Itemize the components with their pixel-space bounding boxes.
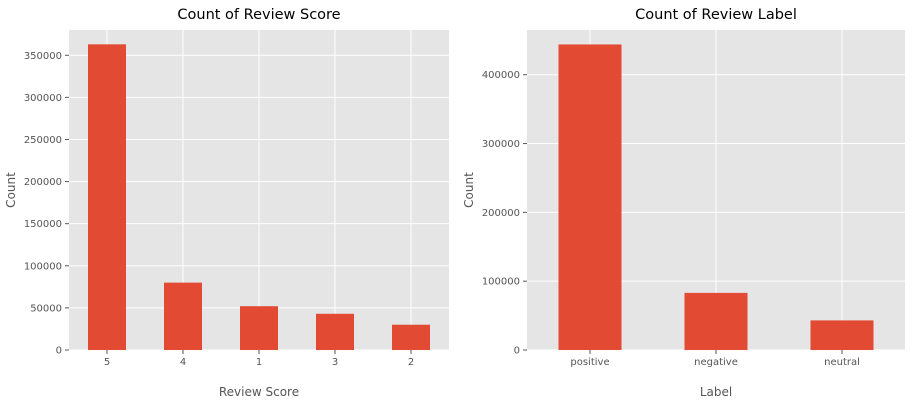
y-tick-label: 150000 bbox=[24, 219, 62, 230]
x-tick-label: 3 bbox=[332, 357, 338, 368]
y-tick-label: 250000 bbox=[24, 135, 62, 146]
y-axis-label: Count bbox=[4, 172, 18, 208]
x-tick-label: 4 bbox=[180, 357, 186, 368]
y-tick-label: 200000 bbox=[24, 177, 62, 188]
chart-review-score: 0 50000 100000 150000 200000 250000 300000 3500… bbox=[4, 7, 449, 399]
x-tick-label: 1 bbox=[256, 357, 262, 368]
bar-positive bbox=[558, 44, 622, 351]
y-tick-label: 0 bbox=[56, 346, 62, 357]
bar-4 bbox=[164, 282, 202, 350]
y-tick-label: 350000 bbox=[24, 51, 62, 62]
x-tick-label: neutral bbox=[824, 357, 860, 368]
bar-neutral bbox=[810, 320, 874, 350]
y-tick-label: 200000 bbox=[482, 208, 520, 219]
y-tick-label: 100000 bbox=[24, 261, 62, 272]
chart-title: Count of Review Score bbox=[177, 7, 340, 23]
x-tick-label: positive bbox=[570, 357, 609, 368]
x-axis-label: Review Score bbox=[219, 385, 299, 399]
y-tick-label: 400000 bbox=[482, 70, 520, 81]
bar-5 bbox=[88, 44, 126, 350]
y-axis-label: Count bbox=[462, 172, 476, 208]
bar-2 bbox=[392, 324, 430, 350]
x-tick-label: 5 bbox=[104, 357, 110, 368]
bar-negative bbox=[684, 292, 748, 350]
y-tick-label: 0 bbox=[514, 346, 520, 357]
y-tick-label: 300000 bbox=[482, 139, 520, 150]
y-tick-label: 50000 bbox=[30, 303, 62, 314]
chart-review-label: 0 100000 200000 300000 400000 positive negativ… bbox=[462, 7, 905, 399]
x-tick-label: 2 bbox=[408, 357, 414, 368]
y-tick-label: 300000 bbox=[24, 93, 62, 104]
x-tick-label: negative bbox=[694, 357, 738, 368]
chart-title: Count of Review Label bbox=[635, 7, 797, 23]
x-axis-label: Label bbox=[700, 385, 732, 399]
y-tick-label: 100000 bbox=[482, 277, 520, 288]
bar-1 bbox=[240, 306, 278, 350]
bar-3 bbox=[316, 313, 354, 350]
